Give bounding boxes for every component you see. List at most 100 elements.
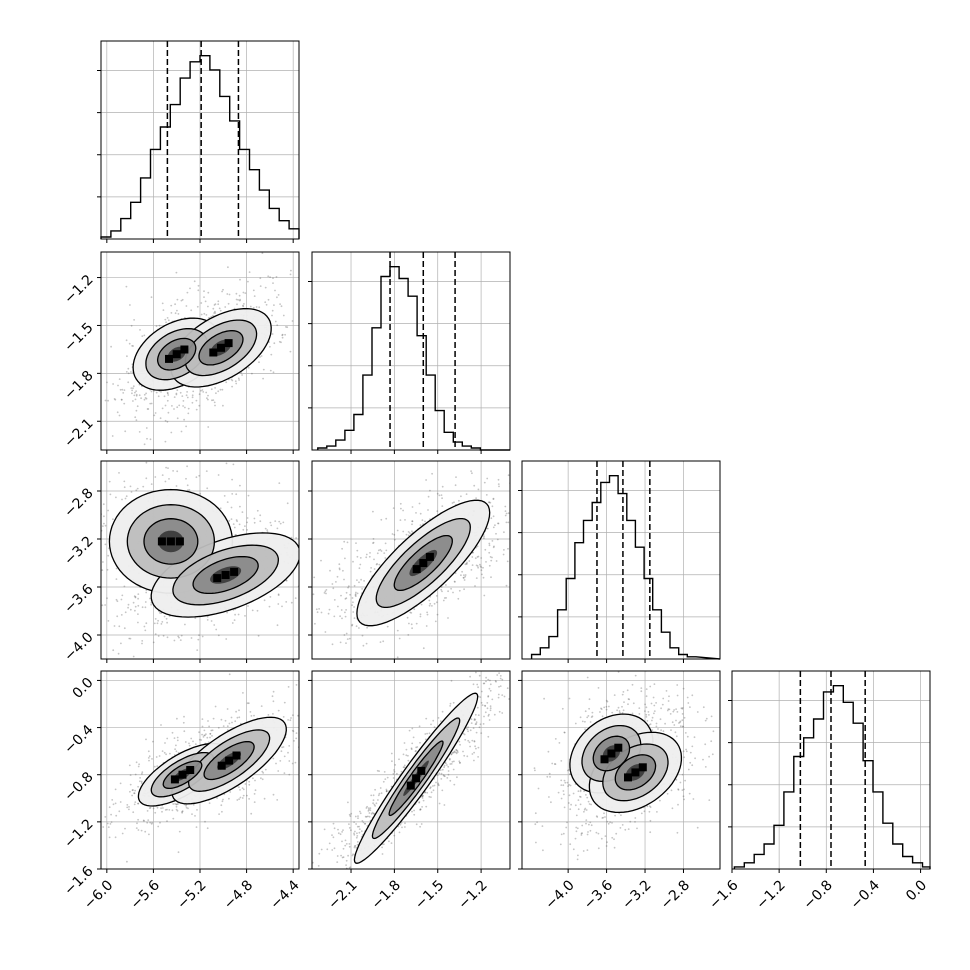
sample-point [119, 801, 122, 803]
sample-point [372, 542, 374, 544]
sample-point [109, 823, 112, 825]
sample-point [207, 426, 210, 428]
sample-point [200, 739, 203, 741]
sample-point [475, 731, 478, 734]
sample-point [264, 527, 267, 530]
sample-point [604, 816, 606, 818]
density-panel-4-3 [518, 670, 721, 873]
sample-point [180, 430, 183, 433]
sample-point [562, 790, 565, 792]
sample-point [441, 497, 443, 500]
sample-point [272, 757, 275, 760]
sample-point [392, 777, 395, 779]
sample-point [603, 706, 606, 709]
sample-point [104, 604, 106, 606]
sample-point [161, 474, 164, 476]
sample-point [244, 615, 246, 617]
sample-point [150, 823, 153, 825]
sample-point [144, 629, 147, 632]
sample-point [125, 371, 128, 373]
sample-point [455, 476, 457, 478]
sample-point [424, 738, 427, 741]
sample-point [379, 787, 382, 789]
sample-point [483, 535, 485, 538]
sample-point [226, 725, 229, 728]
sample-point [313, 576, 316, 579]
sample-point [400, 821, 403, 824]
sample-point [150, 390, 153, 393]
sample-point [239, 505, 241, 508]
sample-point [106, 381, 108, 384]
sample-point [282, 521, 285, 524]
sample-point [372, 510, 374, 513]
sample-point [382, 843, 385, 846]
sample-point [176, 470, 179, 473]
sample-point [352, 560, 354, 563]
sample-point [103, 522, 105, 525]
sample-point [226, 729, 229, 731]
sample-point [345, 864, 347, 866]
sample-point [482, 723, 485, 725]
sample-point [384, 542, 387, 545]
sample-point [164, 419, 167, 422]
sample-point [443, 804, 446, 806]
sample-point [176, 406, 179, 409]
sample-point [228, 519, 231, 522]
sample-point [203, 312, 206, 315]
sample-point [708, 799, 711, 801]
sample-point [209, 736, 211, 739]
sample-point [443, 775, 446, 778]
sample-point [230, 716, 233, 719]
sample-point [356, 555, 359, 558]
sample-point [418, 502, 421, 505]
sample-point [214, 705, 217, 708]
sample-point [320, 848, 323, 851]
sample-point [491, 698, 494, 701]
sample-point [271, 309, 274, 312]
sample-point [338, 563, 341, 566]
sample-point [379, 641, 382, 643]
sample-point [324, 590, 327, 593]
sample-point [156, 622, 159, 625]
sample-point [225, 381, 228, 384]
sample-point [376, 769, 379, 772]
sample-point [119, 388, 122, 391]
sample-point [260, 355, 263, 357]
sample-point [164, 480, 167, 483]
sample-point [203, 729, 206, 732]
sample-point [217, 726, 220, 729]
sample-point [408, 729, 411, 732]
sample-point [394, 764, 397, 766]
sample-point [170, 304, 173, 307]
sample-point [218, 813, 221, 815]
sample-point [166, 317, 169, 319]
sample-point [110, 821, 113, 823]
sample-point [349, 815, 352, 818]
sample-point [185, 477, 187, 480]
sample-point [261, 770, 264, 773]
hist-frame [311, 251, 511, 451]
sample-point [220, 804, 223, 807]
sample-point [272, 282, 274, 284]
density-peak-cell [166, 537, 175, 546]
sample-point [134, 416, 137, 419]
sample-point [261, 778, 264, 781]
sample-point [451, 752, 454, 754]
sample-point [122, 392, 125, 394]
sample-point [256, 509, 259, 512]
sample-point [207, 394, 209, 397]
sample-point [473, 740, 476, 742]
sample-point [368, 812, 371, 814]
sample-point [174, 312, 177, 315]
sample-point [253, 793, 256, 795]
sample-point [198, 634, 200, 637]
sample-point [254, 789, 257, 792]
sample-point [453, 580, 456, 583]
sample-point [361, 588, 363, 590]
sample-point [490, 559, 493, 562]
sample-point [451, 760, 454, 763]
sample-point [388, 840, 390, 843]
sample-point [133, 803, 136, 806]
sample-point [477, 566, 479, 569]
sample-point [164, 742, 166, 744]
